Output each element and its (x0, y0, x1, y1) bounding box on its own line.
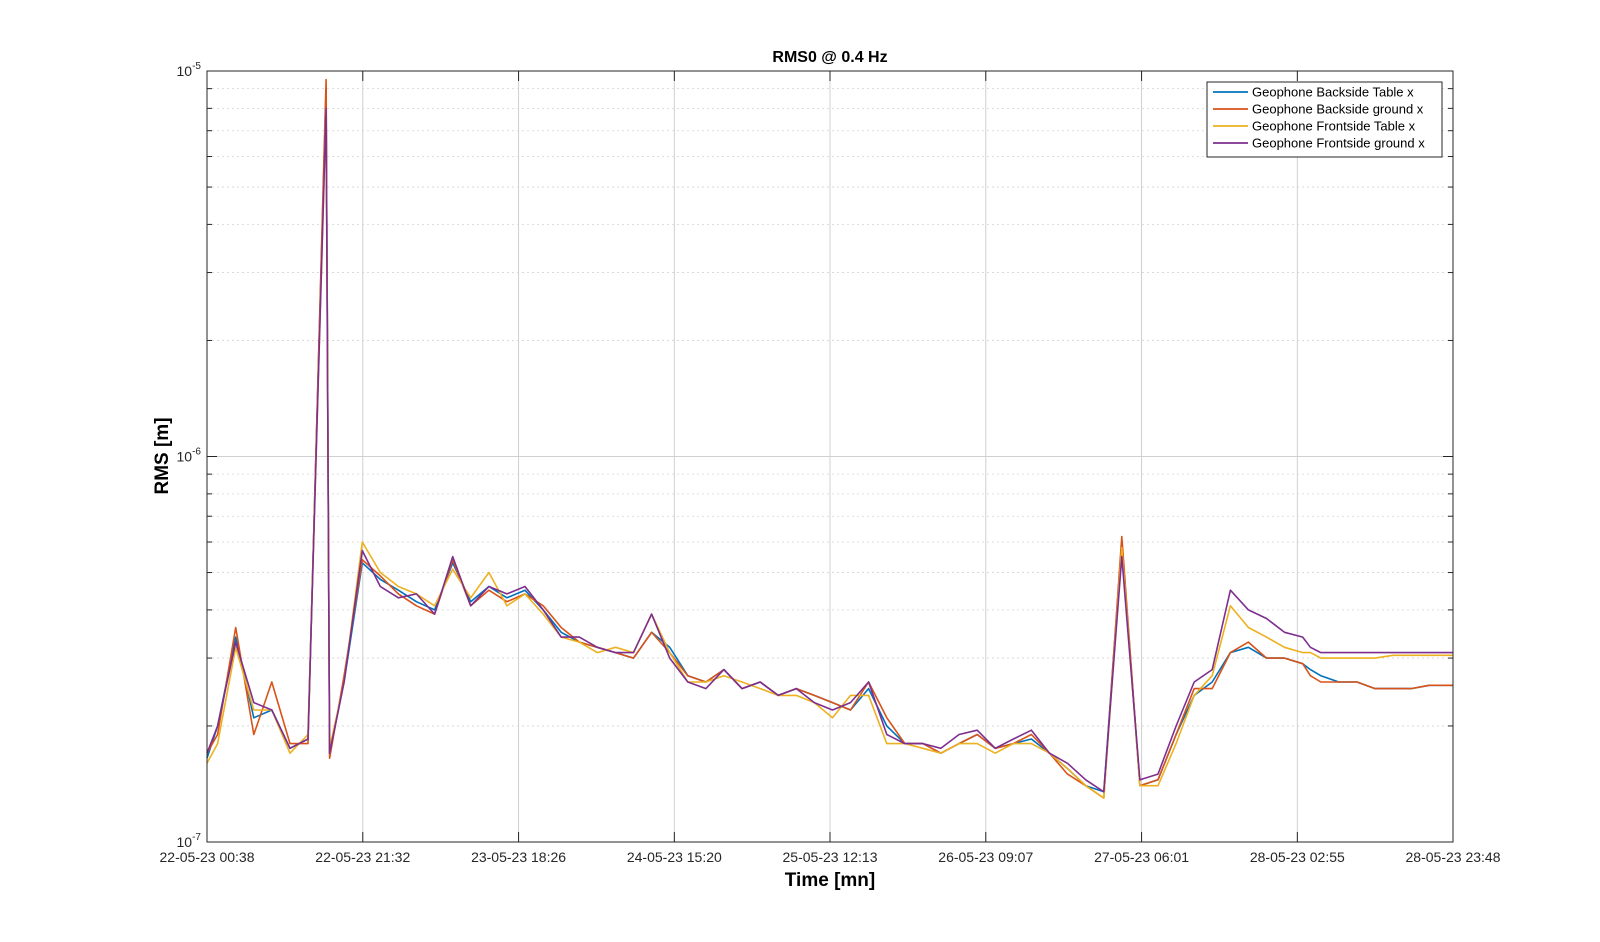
series-line-2 (206, 78, 1453, 799)
x-tick-label: 23-05-23 18:26 (471, 849, 566, 865)
x-tick-label: 22-05-23 21:32 (315, 849, 410, 865)
x-tick-label: 28-05-23 02:55 (1250, 849, 1345, 865)
x-tick-label: 28-05-23 23:48 (1406, 849, 1501, 865)
legend-box (1206, 81, 1443, 158)
y-tick-label: 10-5 (177, 61, 202, 79)
x-tick-label: 27-05-23 06:01 (1094, 849, 1189, 865)
legend: Geophone Backside Table x Geophone Backsi… (1206, 81, 1443, 158)
axis-ticks (206, 70, 1454, 843)
x-tick-label: 25-05-23 12:13 (783, 849, 878, 865)
legend-label: Geophone Frontside Table x (1252, 119, 1416, 134)
y-tick-labels: 10-7 10-6 10-5 (177, 61, 202, 850)
series-line-3 (206, 107, 1453, 799)
legend-label: Geophone Backside Table x (1252, 85, 1414, 100)
legend-label: Geophone Frontside ground x (1252, 136, 1425, 151)
y-axis-label: RMS [m] (152, 417, 173, 494)
x-tick-labels: 22-05-23 00:38 22-05-23 21:32 23-05-23 18:… (160, 849, 1501, 865)
chart-title: RMS0 @ 0.4 Hz (772, 49, 887, 66)
series-lines (206, 78, 1453, 799)
x-tick-label: 24-05-23 15:20 (627, 849, 722, 865)
y-tick-label: 10-6 (177, 447, 202, 465)
y-tick-label: 10-7 (177, 832, 202, 850)
x-tick-label: 22-05-23 00:38 (160, 849, 255, 865)
x-axis-label: Time [mn] (785, 870, 875, 891)
series-line-4 (206, 107, 1453, 793)
legend-label: Geophone Backside ground x (1252, 102, 1424, 117)
x-tick-label: 26-05-23 09:07 (938, 849, 1033, 865)
